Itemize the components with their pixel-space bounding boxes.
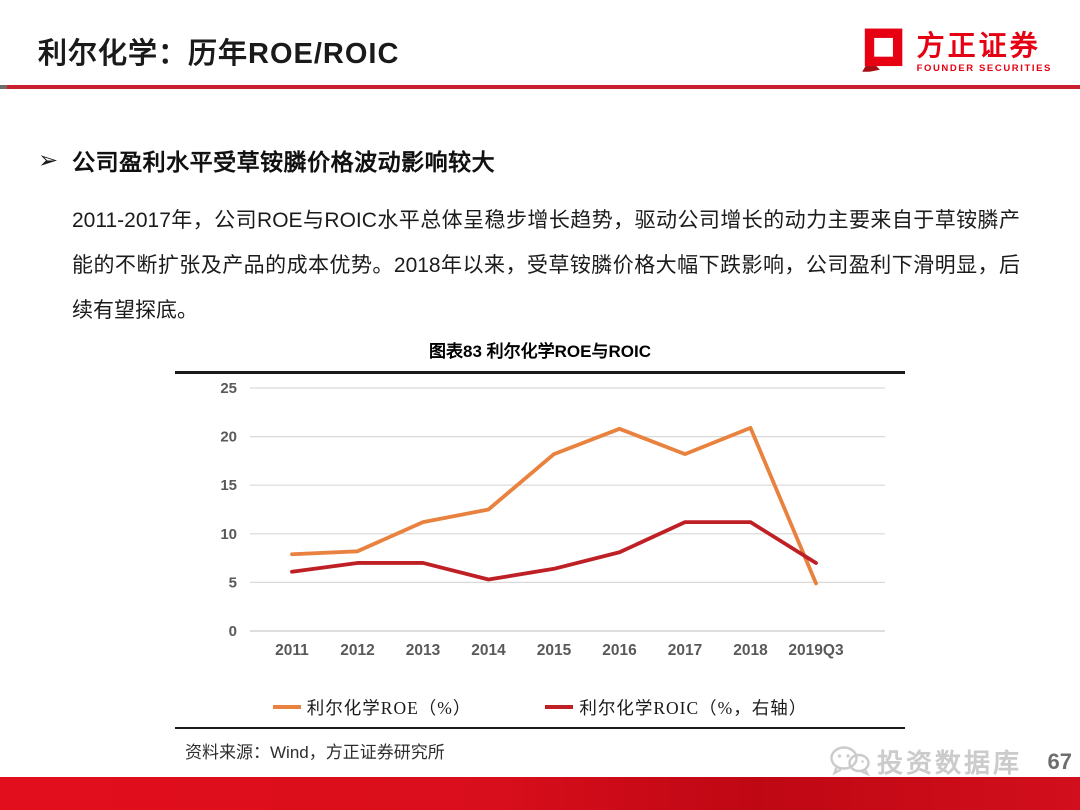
founder-securities-logo: 方正证券 FOUNDER SECURITIES [857, 26, 1052, 78]
svg-text:25: 25 [220, 380, 237, 397]
chart-top-border [175, 371, 905, 374]
logo-company-name: 方正证券 [916, 29, 1041, 61]
legend-item-roic: 利尔化学ROIC（%，右轴） [545, 695, 807, 720]
svg-text:10: 10 [220, 526, 237, 543]
watermark: 投资数据库 [829, 743, 1022, 780]
svg-text:15: 15 [220, 477, 237, 494]
logo-company-subtitle: FOUNDER SECURITIES [916, 62, 1052, 74]
svg-text:2011: 2011 [275, 642, 309, 659]
page-title: 利尔化学：历年ROE/ROIC [38, 38, 400, 70]
bullet-row: ➢ 公司盈利水平受草铵膦价格波动影响较大 [38, 143, 495, 177]
svg-text:2018: 2018 [733, 642, 768, 659]
body-paragraph: 2011-2017年，公司ROE与ROIC水平总体呈稳步增长趋势，驱动公司增长的… [72, 209, 1020, 322]
wechat-icon [830, 745, 870, 776]
chart-bottom-border [175, 727, 905, 729]
svg-text:20: 20 [220, 429, 237, 446]
roic-line-swatch [545, 705, 574, 709]
svg-text:2014: 2014 [471, 642, 506, 659]
roe-roic-line-chart: 0 5 10 15 20 25 2011 2012 2013 2014 2015 2016 2017 20… [220, 380, 885, 659]
svg-text:2017: 2017 [668, 642, 702, 659]
chart-title: 图表83 利尔化学ROE与ROIC [429, 342, 651, 361]
legend-label-roic: 利尔化学ROIC（%，右轴） [579, 697, 808, 718]
svg-text:0: 0 [229, 623, 237, 640]
svg-text:2015: 2015 [537, 642, 572, 659]
bottom-bar [0, 777, 1080, 810]
legend-item-roe: 利尔化学ROE（%） [272, 695, 472, 720]
logo-square-icon [861, 28, 902, 72]
header-divider [0, 85, 1080, 89]
svg-text:5: 5 [229, 574, 237, 591]
roe-line-swatch [272, 705, 301, 709]
svg-text:2016: 2016 [602, 642, 637, 659]
bullet-heading: 公司盈利水平受草铵膦价格波动影响较大 [72, 149, 496, 175]
page-number: 67 [1047, 749, 1072, 774]
chart-legend: 利尔化学ROE（%） 利尔化学ROIC（%，右轴） [175, 691, 905, 723]
chart-block: 图表83 利尔化学ROE与ROIC 0 5 10 15 20 25 2011 2012 2013… [175, 337, 905, 763]
bullet-arrow-icon: ➢ [38, 146, 59, 174]
svg-text:2013: 2013 [406, 642, 441, 659]
svg-text:2012: 2012 [340, 642, 374, 659]
legend-label-roe: 利尔化学ROE（%） [306, 697, 472, 718]
chart-source: 资料来源：Wind，方正证券研究所 [185, 743, 445, 762]
svg-text:2019Q3: 2019Q3 [788, 642, 844, 659]
watermark-text: 投资数据库 [876, 748, 1022, 778]
divider-notch [0, 85, 7, 89]
